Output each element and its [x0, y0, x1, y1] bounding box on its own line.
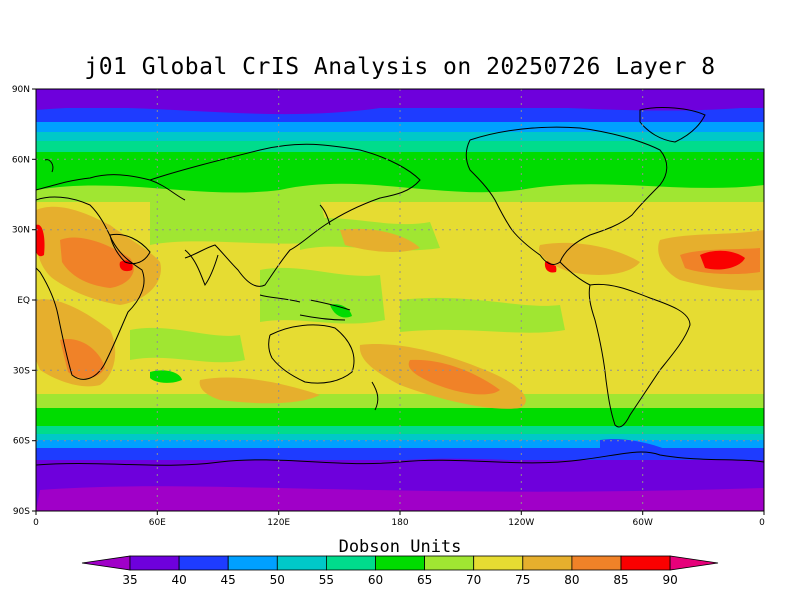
coastlines [36, 107, 764, 466]
colorbar-label: Dobson Units [338, 537, 462, 557]
x-tick-label: 180 [391, 518, 408, 528]
colorbar-swatch [325, 555, 376, 571]
colorbar-swatch [424, 555, 475, 571]
x-tick-label: 60E [149, 518, 166, 528]
colorbar-swatch [571, 555, 622, 571]
x-tick-label: 0 [33, 518, 39, 528]
colorbar-min-arrow [81, 555, 131, 571]
y-tick-label: 60S [13, 437, 30, 447]
colorbar-swatch [276, 555, 327, 571]
colorbar-swatch [178, 555, 229, 571]
colorbar-swatch [473, 555, 524, 571]
colorbar-tick-label: 60 [368, 573, 383, 587]
colorbar-tick-label: 40 [171, 573, 186, 587]
x-tick-label: 120W [508, 518, 534, 528]
tick-marks [32, 88, 765, 515]
colorbar-max-arrow [669, 555, 719, 571]
map-title: j01 Global CrIS Analysis on 20250726 Lay… [84, 54, 716, 80]
colorbar-swatch [375, 555, 425, 571]
colorbar-tick-label: 65 [417, 573, 432, 587]
colorbar-tick-label: 55 [319, 573, 334, 587]
colorbar-tick-label: 50 [270, 573, 285, 587]
y-tick-label: EQ [17, 296, 30, 306]
colorbar-tick-label: 70 [466, 573, 481, 587]
y-tick-label: 30S [13, 366, 30, 376]
colorbar-swatch [620, 555, 671, 571]
colorbar-tick-label: 80 [564, 573, 579, 587]
y-tick-label: 30N [12, 226, 30, 236]
colorbar-tick-label: 45 [221, 573, 236, 587]
colorbar: 35 40 45 50 55 60 65 70 75 80 85 90 [81, 555, 719, 587]
colorbar-tick-label: 85 [613, 573, 628, 587]
colorbar-tick-label: 90 [662, 573, 677, 587]
y-tick-label: 90N [12, 85, 30, 95]
colorbar-tick-label: 75 [515, 573, 530, 587]
x-tick-label: 120E [267, 518, 290, 528]
colorbar-swatch [522, 555, 573, 571]
x-tick-label: 0 [759, 518, 765, 528]
y-tick-label: 90S [13, 507, 30, 517]
y-tick-label: 60N [12, 155, 30, 165]
colorbar-swatch [129, 555, 180, 571]
gridlines [36, 89, 764, 511]
colorbar-swatch [227, 555, 278, 571]
x-tick-label: 60W [633, 518, 653, 528]
colorbar-tick-label: 35 [122, 573, 137, 587]
